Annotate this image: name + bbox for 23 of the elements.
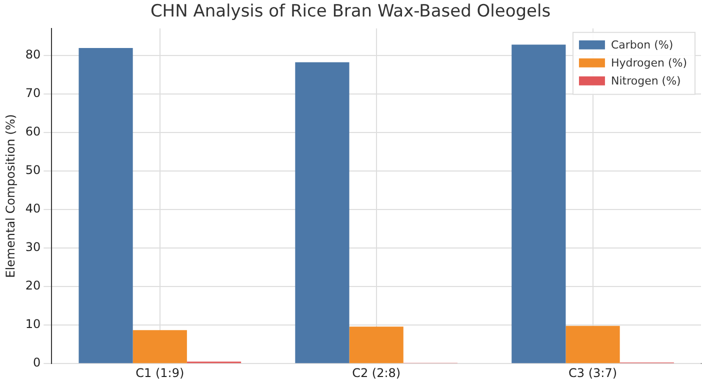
y-tick-label: 70 [25,86,41,100]
bar [295,62,350,364]
x-tick-label: C1 (1:9) [136,366,184,380]
y-axis-title: Elemental Composition (%) [3,114,18,278]
bar [78,48,133,364]
x-tick-label: C3 (3:7) [568,366,618,380]
bar [512,44,566,364]
bar [566,326,620,364]
y-tick-label: 40 [25,202,41,216]
y-tick-label: 30 [25,240,41,254]
y-tick-label: 50 [25,163,41,178]
y-tick-label: 10 [25,317,41,332]
legend-label: Carbon (%) [610,38,674,52]
chart-title: CHN Analysis of Rice Bran Wax-Based Oleogels [150,2,551,22]
legend-label: Nitrogen (%) [610,74,681,88]
bar [349,326,404,364]
y-tick-label: 60 [25,124,41,139]
y-tick-label: 0 [33,356,41,370]
legend-label: Hydrogen (%) [610,56,688,70]
x-tick-label: C2 (2:8) [352,366,401,380]
bar [132,330,187,364]
y-tick-label: 80 [25,47,41,62]
y-tick-label: 20 [25,278,41,293]
